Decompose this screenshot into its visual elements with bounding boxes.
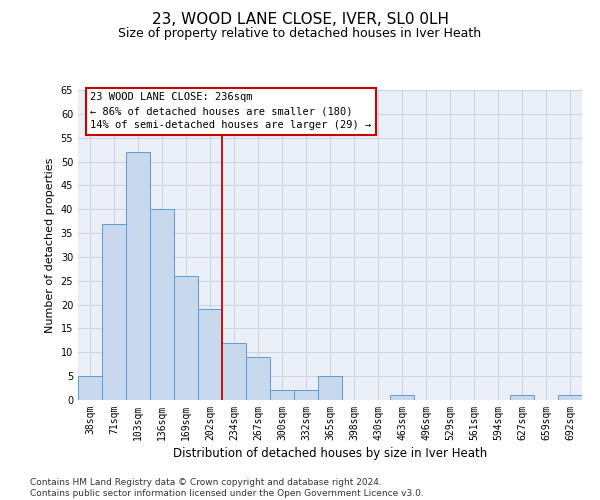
Bar <box>198 310 222 400</box>
Bar <box>246 357 270 400</box>
Bar <box>558 395 582 400</box>
Y-axis label: Number of detached properties: Number of detached properties <box>45 158 55 332</box>
Bar <box>294 390 318 400</box>
Text: 23 WOOD LANE CLOSE: 236sqm
← 86% of detached houses are smaller (180)
14% of sem: 23 WOOD LANE CLOSE: 236sqm ← 86% of deta… <box>91 92 372 130</box>
X-axis label: Distribution of detached houses by size in Iver Heath: Distribution of detached houses by size … <box>173 447 487 460</box>
Bar <box>126 152 150 400</box>
Bar <box>174 276 198 400</box>
Text: 23, WOOD LANE CLOSE, IVER, SL0 0LH: 23, WOOD LANE CLOSE, IVER, SL0 0LH <box>151 12 449 28</box>
Text: Contains HM Land Registry data © Crown copyright and database right 2024.
Contai: Contains HM Land Registry data © Crown c… <box>30 478 424 498</box>
Bar <box>222 343 246 400</box>
Bar <box>318 376 342 400</box>
Text: Size of property relative to detached houses in Iver Heath: Size of property relative to detached ho… <box>118 28 482 40</box>
Bar <box>150 209 174 400</box>
Bar <box>102 224 126 400</box>
Bar <box>510 395 534 400</box>
Bar <box>78 376 102 400</box>
Bar <box>270 390 294 400</box>
Bar <box>390 395 414 400</box>
